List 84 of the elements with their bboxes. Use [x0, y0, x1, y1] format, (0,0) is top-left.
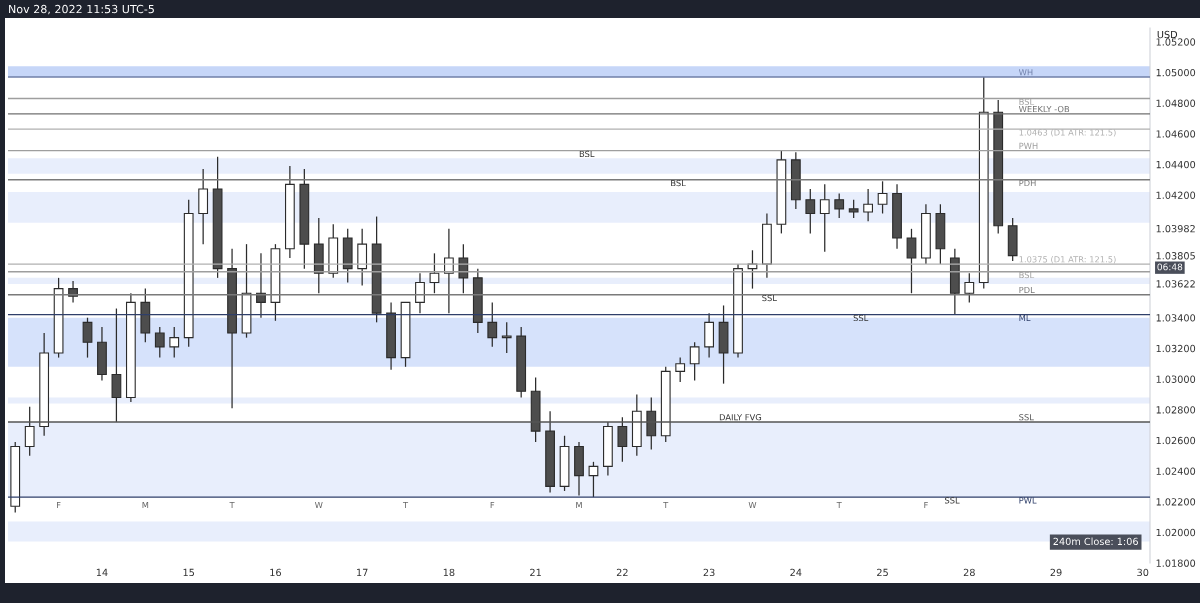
x-tick-label: 24	[790, 568, 802, 576]
candlestick	[819, 183, 830, 253]
y-tick-label: 1.04800	[1156, 99, 1196, 107]
ref-line-label: WH	[1018, 69, 1033, 76]
x-tick-label: 23	[703, 568, 715, 577]
ref-line-label: 1.0375 (D1 ATR: 121.5)	[1019, 256, 1116, 264]
ref-line-label: PWH	[1019, 142, 1038, 149]
candlestick	[834, 192, 845, 219]
ref-line-label: WEEKLY -OB	[1018, 105, 1070, 113]
candlestick	[487, 301, 498, 348]
candlestick	[863, 188, 874, 222]
y-tick-label: 1.02200	[1156, 498, 1196, 506]
y-tick-label: 1.03000	[1156, 375, 1196, 383]
candlestick	[689, 341, 700, 382]
candlestick	[675, 356, 686, 383]
candlestick	[415, 272, 425, 314]
annotation: T	[663, 501, 669, 509]
y-tick-label: 1.04600	[1156, 130, 1196, 138]
annotation: W	[748, 501, 757, 509]
annotation: M	[142, 501, 149, 509]
y-tick-label: 1.03805	[1156, 252, 1195, 260]
y-tick-label: 1.02400	[1156, 467, 1196, 475]
y-tick-label: 1.03622	[1156, 280, 1195, 288]
x-tick-label: 17	[357, 568, 368, 576]
x-tick-label: 29	[1050, 568, 1062, 577]
candlestick	[877, 180, 888, 215]
candlestick	[906, 228, 917, 294]
annotation: T	[402, 501, 409, 509]
ref-line-label: BSL	[1019, 98, 1035, 105]
annotation: F	[924, 501, 928, 509]
y-tick-label: 1.01800	[1156, 559, 1196, 567]
ref-line-label: PDL	[1019, 286, 1035, 293]
y-tick-label: 1.04400	[1156, 160, 1196, 169]
x-tick-label: 28	[963, 568, 975, 577]
x-tick-label: 15	[183, 568, 195, 577]
x-tick-label: 14	[96, 568, 108, 576]
candlestick	[82, 317, 93, 359]
candlestick	[588, 461, 599, 498]
y-tick-label: 1.05200	[1156, 38, 1196, 46]
y-tick-label: 1.02800	[1156, 406, 1196, 414]
annotation: T	[229, 501, 235, 509]
candlestick	[964, 272, 975, 304]
candlestick	[169, 326, 180, 359]
candlestick	[501, 321, 512, 354]
text: 06:48	[1157, 263, 1183, 271]
x-tick-label: 30	[1137, 568, 1149, 577]
ref-line-label: 1.0463 (D1 ATR: 121.5)	[1019, 129, 1116, 137]
chart-title: Nov 28, 2022 11:53 UTC-5	[9, 4, 154, 15]
annotation: SSL	[762, 294, 777, 302]
x-tick-label: 25	[877, 568, 888, 577]
candlestick	[256, 252, 266, 319]
y-tick-label: 1.03200	[1156, 344, 1196, 353]
y-tick-label: 1.02600	[1156, 436, 1196, 445]
annotation: W	[314, 501, 323, 509]
y-tick-label: 1.02000	[1156, 528, 1196, 537]
x-tick-label: 16	[270, 568, 281, 577]
annotation: SSL	[944, 497, 960, 504]
annotation: BSL	[671, 179, 686, 187]
ref-line-label: PDH	[1019, 180, 1036, 187]
band-label: DAILY FVG	[719, 414, 762, 421]
x-tick-label: 22	[616, 568, 628, 576]
annotation: M	[576, 501, 582, 509]
candlestick	[805, 188, 816, 235]
y-tick-label: 1.03400	[1156, 314, 1196, 322]
candlestick	[848, 199, 859, 219]
annotation: F	[57, 501, 61, 509]
ref-line-label: SSL	[1019, 414, 1034, 421]
ref-line-label: PWL	[1019, 497, 1037, 504]
x-tick-label: 18	[443, 568, 455, 577]
annotation: SSL	[853, 314, 869, 322]
y-tick-label: 1.04200	[1156, 191, 1196, 199]
ref-line-label: ML	[1019, 314, 1031, 321]
annotation: T	[836, 501, 842, 509]
y-tick-label: 1.05000	[1156, 68, 1196, 77]
y-tick-label: 1.03982	[1156, 224, 1195, 233]
ref-line-label: BSL	[1019, 271, 1035, 279]
annotation: BSL	[579, 150, 595, 158]
candlestick	[24, 406, 35, 457]
y-axis-title: USD	[1157, 30, 1178, 39]
candlestick	[154, 326, 165, 359]
x-tick-label: 21	[530, 568, 541, 576]
candlestick	[429, 252, 440, 294]
annotation: F	[490, 501, 495, 509]
annotation: 240m Close: 1:06	[1053, 537, 1138, 546]
